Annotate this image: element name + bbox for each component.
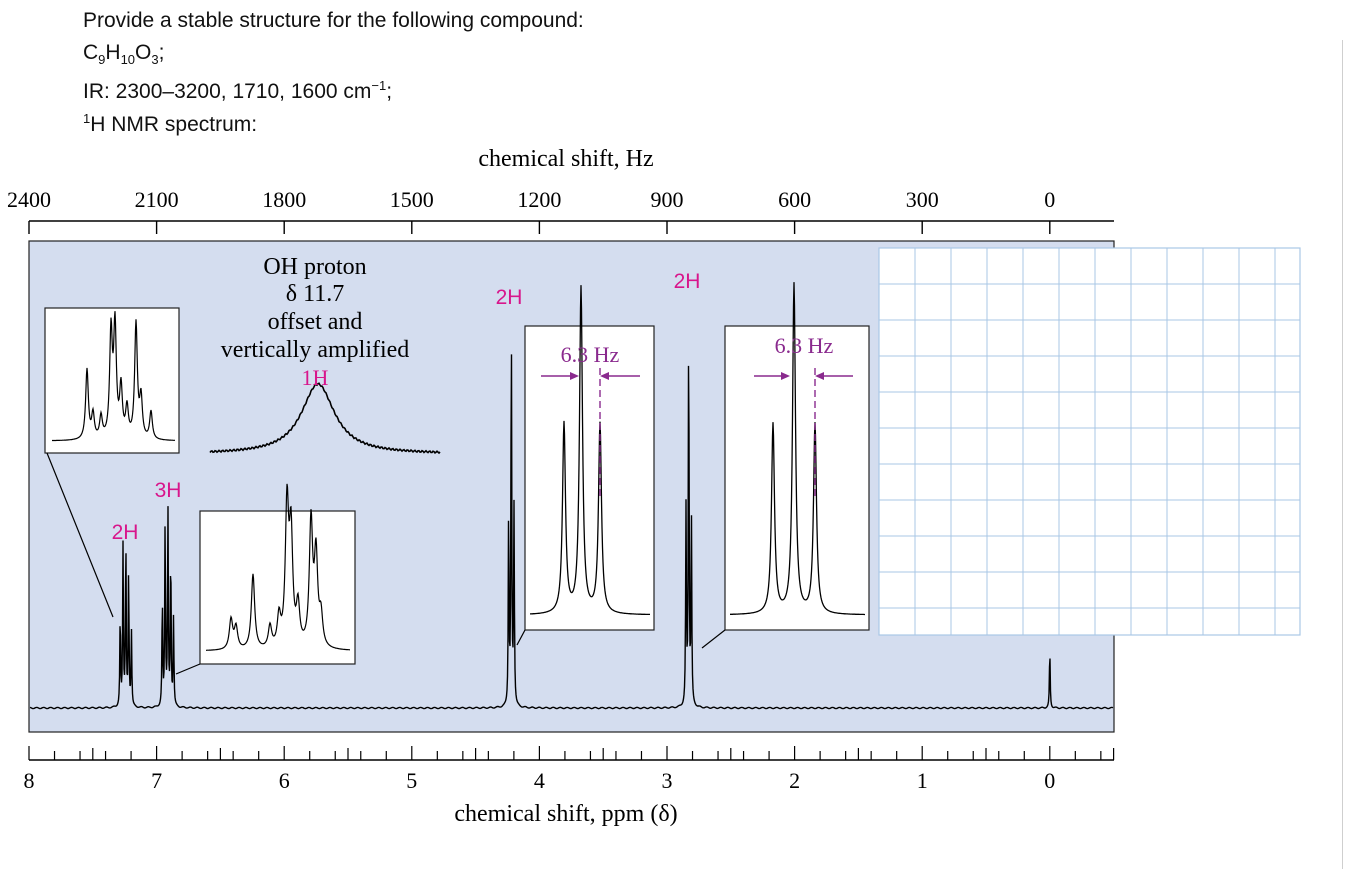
inset-aromatic-2h-trace [52, 311, 175, 442]
hz-tick-label: 300 [906, 187, 939, 212]
arrowhead-right-2 [815, 372, 824, 380]
integration-3h-aromatic: 3H [155, 479, 182, 502]
ppm-tick-label: 0 [1044, 768, 1055, 793]
hz-tick-label: 2100 [135, 187, 179, 212]
hz-axis-label: chemical shift, Hz [478, 146, 653, 172]
ppm-tick-label: 2 [789, 768, 800, 793]
ppm-tick-label: 4 [534, 768, 545, 793]
inset-triplet-4ppm-trace [530, 285, 650, 616]
arrowhead-left-2 [781, 372, 790, 380]
page-divider [1342, 40, 1343, 869]
question-line-1: Provide a stable structure for the follo… [83, 9, 584, 32]
spectrum-trace [29, 354, 1114, 710]
inset-aromatic-3h-leader [175, 663, 201, 675]
hz-tick-label: 1200 [517, 187, 561, 212]
integration-2h-4ppm: 2H [496, 286, 523, 309]
arrowhead-left-1 [570, 372, 579, 380]
integration-2h-3ppm: 2H [674, 270, 701, 293]
integration-2h-aromatic: 2H [112, 521, 139, 544]
hz-tick-label: 1500 [390, 187, 434, 212]
ppm-tick-label: 6 [279, 768, 290, 793]
oh-label-2: δ 11.7 [286, 281, 344, 307]
oh-integration: 1H [302, 365, 329, 390]
inset-aromatic-3h [199, 510, 356, 665]
inset-triplet-3ppm [724, 325, 870, 631]
inset-triplet-4ppm [524, 325, 655, 631]
oh-label-3: offset and [268, 309, 363, 335]
ppm-tick-label: 7 [151, 768, 162, 793]
nmr-spectrum-chart: chemical shift, Hz 2400 2100 1800 1500 1200 9… [7, 146, 1301, 827]
hz-tick-label: 600 [778, 187, 811, 212]
hz-tick-label: 0 [1044, 187, 1055, 212]
ppm-axis-label: chemical shift, ppm (δ) [454, 801, 677, 827]
ppm-axis: 8 7 6 5 4 3 2 1 0 [24, 746, 1115, 793]
inset-triplet-3ppm-leader [701, 629, 726, 649]
oh-label-1: OH proton [263, 254, 366, 280]
sketch-grid [878, 247, 1301, 636]
hz-tick-label: 2400 [7, 187, 51, 212]
ppm-tick-label: 1 [917, 768, 928, 793]
hz-tick-label: 1800 [262, 187, 306, 212]
hz-axis: 2400 2100 1800 1500 1200 900 600 300 0 [7, 187, 1114, 234]
ppm-tick-label: 5 [406, 768, 417, 793]
oh-peak-trace [209, 382, 441, 455]
inset-triplet-3ppm-trace [730, 282, 865, 616]
hz-tick-label: 900 [651, 187, 684, 212]
inset-aromatic-3h-trace [206, 483, 350, 651]
nmr-heading: 1H NMR spectrum: [83, 111, 258, 136]
coupling-label-1: 6.3 Hz [561, 342, 620, 367]
ppm-tick-label: 8 [24, 768, 35, 793]
molecular-formula: C9H10O3; [83, 41, 165, 68]
coupling-label-2: 6.3 Hz [775, 333, 834, 358]
ppm-tick-label: 3 [662, 768, 673, 793]
inset-aromatic-2h-leader [46, 452, 114, 618]
oh-label-4: vertically amplified [221, 337, 410, 363]
arrowhead-right-1 [600, 372, 609, 380]
inset-triplet-4ppm-leader [516, 629, 526, 646]
ir-data: IR: 2300–3200, 1710, 1600 cm−1; [83, 78, 393, 103]
